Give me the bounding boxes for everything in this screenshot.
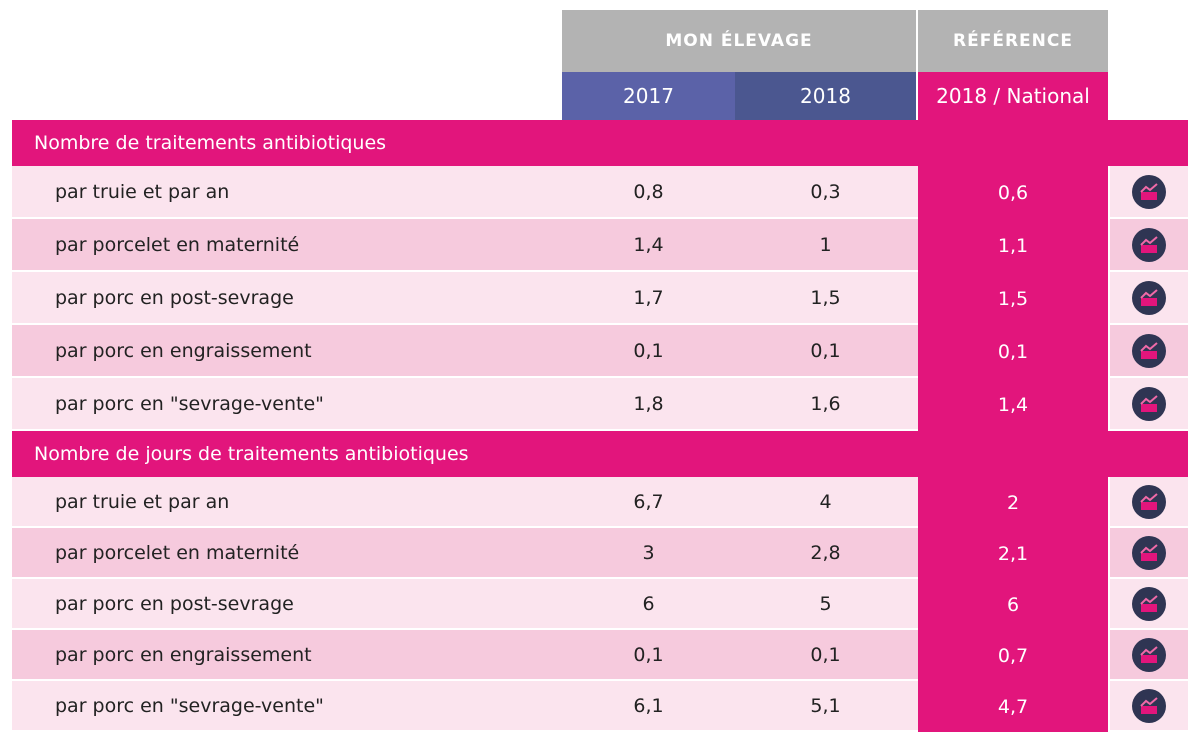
- column-header: 2018 / National: [918, 72, 1108, 120]
- value-reference: 1,5: [918, 272, 1108, 325]
- chart-icon: [1140, 696, 1158, 714]
- row-label: par porcelet en maternité: [55, 233, 300, 256]
- chart-icon: [1140, 394, 1158, 412]
- chart-button[interactable]: [1132, 386, 1166, 421]
- value-2017: 6: [642, 592, 655, 615]
- value-2018: 1: [819, 233, 832, 256]
- table-row: par truie et par an 6,7 4 2: [12, 477, 1108, 528]
- column-header: 2018: [735, 72, 916, 120]
- icon-cell: [1110, 579, 1188, 628]
- value-2018: 0,3: [810, 180, 841, 203]
- value-reference: 1,4: [918, 378, 1108, 431]
- value-reference: 2,1: [918, 528, 1108, 579]
- value-2018: 5: [819, 592, 832, 615]
- table-row: par porc en engraissement 0,1 0,1 0,1: [12, 325, 1108, 378]
- icon-cell: [1110, 528, 1188, 577]
- section-header: Nombre de jours de traitements antibioti…: [12, 431, 1188, 477]
- chart-icon: [1140, 182, 1158, 200]
- value-2018: 2,8: [810, 541, 841, 564]
- value-2018: 1,5: [810, 286, 841, 309]
- value-2017: 6,7: [633, 490, 664, 513]
- chart-button[interactable]: [1132, 484, 1166, 519]
- value-2018: 4: [819, 490, 832, 513]
- row-label: par porcelet en maternité: [55, 541, 300, 564]
- value-2017: 6,1: [633, 694, 664, 717]
- row-label: par porc en post-sevrage: [55, 286, 294, 309]
- value-reference: 0,7: [918, 630, 1108, 681]
- value-reference: 0,6: [918, 166, 1108, 219]
- value-2017: 0,8: [633, 180, 664, 203]
- icon-cell: [1110, 325, 1188, 376]
- table-row: par porc en post-sevrage 6 5 6: [12, 579, 1108, 630]
- row-label: par porc en engraissement: [55, 643, 312, 666]
- group-header: RÉFÉRENCE: [918, 10, 1108, 72]
- icon-cell: [1110, 219, 1188, 270]
- value-2017: 1,8: [633, 392, 664, 415]
- icon-cell: [1110, 477, 1188, 526]
- value-reference: 6: [918, 579, 1108, 630]
- value-2017: 1,4: [633, 233, 664, 256]
- value-reference: 0,1: [918, 325, 1108, 378]
- value-2017: 0,1: [633, 339, 664, 362]
- icon-cell: [1110, 272, 1188, 323]
- icon-cell: [1110, 378, 1188, 429]
- chart-icon: [1140, 492, 1158, 510]
- chart-icon: [1140, 594, 1158, 612]
- row-label: par porc en engraissement: [55, 339, 312, 362]
- table-row: par porc en engraissement 0,1 0,1 0,7: [12, 630, 1108, 681]
- row-label: par truie et par an: [55, 180, 230, 203]
- value-2017: 3: [642, 541, 655, 564]
- chart-button[interactable]: [1132, 174, 1166, 209]
- chart-button[interactable]: [1132, 227, 1166, 262]
- icon-cell: [1110, 681, 1188, 730]
- chart-icon: [1140, 543, 1158, 561]
- row-label: par porc en "sevrage-vente": [55, 694, 324, 717]
- table-row: par porc en post-sevrage 1,7 1,5 1,5: [12, 272, 1108, 325]
- table-row: par porc en "sevrage-vente" 1,8 1,6 1,4: [12, 378, 1108, 431]
- chart-button[interactable]: [1132, 280, 1166, 315]
- table-row: par porcelet en maternité 3 2,8 2,1: [12, 528, 1108, 579]
- chart-icon: [1140, 288, 1158, 306]
- row-label: par porc en post-sevrage: [55, 592, 294, 615]
- value-2018: 0,1: [810, 643, 841, 666]
- value-reference: 4,7: [918, 681, 1108, 732]
- value-2018: 1,6: [810, 392, 841, 415]
- table-row: par porc en "sevrage-vente" 6,1 5,1 4,7: [12, 681, 1108, 732]
- value-2018: 0,1: [810, 339, 841, 362]
- icon-cell: [1110, 630, 1188, 679]
- chart-icon: [1140, 645, 1158, 663]
- group-header: MON ÉLEVAGE: [562, 10, 916, 72]
- value-2017: 0,1: [633, 643, 664, 666]
- row-label: par porc en "sevrage-vente": [55, 392, 324, 415]
- chart-button[interactable]: [1132, 637, 1166, 672]
- value-2017: 1,7: [633, 286, 664, 309]
- chart-button[interactable]: [1132, 688, 1166, 723]
- icon-cell: [1110, 166, 1188, 217]
- chart-icon: [1140, 235, 1158, 253]
- value-reference: 1,1: [918, 219, 1108, 272]
- row-label: par truie et par an: [55, 490, 230, 513]
- table-row: par porcelet en maternité 1,4 1 1,1: [12, 219, 1108, 272]
- table-row: par truie et par an 0,8 0,3 0,6: [12, 166, 1108, 219]
- chart-button[interactable]: [1132, 535, 1166, 570]
- section-header: Nombre de traitements antibiotiques: [12, 120, 1188, 166]
- value-2018: 5,1: [810, 694, 841, 717]
- column-header: 2017: [562, 72, 735, 120]
- chart-icon: [1140, 341, 1158, 359]
- chart-button[interactable]: [1132, 333, 1166, 368]
- value-reference: 2: [918, 477, 1108, 528]
- chart-button[interactable]: [1132, 586, 1166, 621]
